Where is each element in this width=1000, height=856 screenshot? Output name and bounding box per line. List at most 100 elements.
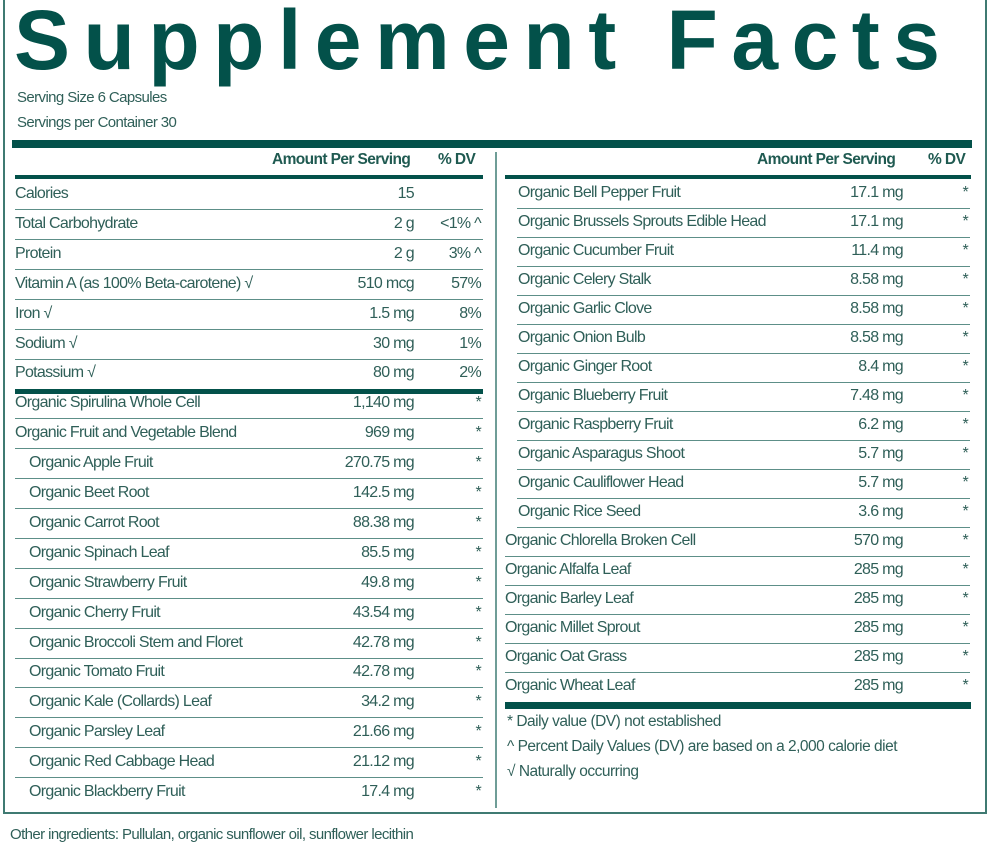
ingredient-name: Organic Ginger Root (518, 358, 652, 375)
ingredient-name: Organic Carrot Root (29, 513, 160, 531)
ingredient-name: Organic Onion Bulb (518, 329, 646, 346)
ingredient-name: Organic Millet Sprout (505, 619, 640, 636)
table-row: Sodium √ 30 mg 1% (15, 331, 483, 360)
amount-per-serving: 8.58 mg (850, 300, 904, 317)
table-row: Organic Blueberry Fruit 7.48 mg * (517, 383, 970, 412)
amount-per-serving: 285 mg (853, 590, 904, 607)
daily-value: * (475, 424, 481, 442)
amount-per-serving: 510 mcg (357, 274, 415, 292)
table-row: Organic Oat Grass 285 mg * (505, 644, 970, 673)
footnote-dv-not-established: * Daily value (DV) not established (507, 713, 721, 730)
table-row: Organic Fruit and Vegetable Blend 969 mg * (15, 420, 483, 450)
amount-per-serving: 5.7 mg (858, 474, 903, 491)
ingredient-name: Organic Asparagus Shoot (518, 445, 685, 462)
ingredient-name: Organic Strawberry Fruit (29, 573, 187, 591)
table-row: Organic Rice Seed 3.6 mg * (517, 499, 970, 528)
amount-per-serving: 142.5 mg (352, 484, 415, 501)
ingredient-name: Organic Raspberry Fruit (518, 416, 673, 433)
table-row: Calories 15 (15, 181, 483, 210)
daily-value: * (962, 213, 968, 230)
daily-value: * (962, 416, 968, 433)
table-row: Organic Red Cabbage Head 21.12 mg * (15, 749, 483, 779)
daily-value: * (475, 603, 481, 621)
ingredient-name: Organic Beet Root (29, 484, 149, 501)
ingredient-name: Organic Rice Seed (518, 503, 641, 520)
amount-per-serving: 1,140 mg (352, 394, 415, 412)
amount-per-serving: 42.78 mg (352, 633, 415, 651)
daily-value: 3% ^ (448, 244, 482, 262)
table-row: Organic Apple Fruit 270.75 mg * (15, 450, 483, 480)
amount-per-serving: 42.78 mg (352, 663, 415, 681)
daily-value: * (962, 532, 968, 549)
table-row: Potassium √ 80 mg 2% (15, 360, 483, 389)
ingredient-name: Total Carbohydrate (15, 214, 138, 232)
table-row: Vitamin A (as 100% Beta-carotene) √ 510 m… (15, 271, 483, 300)
daily-value: 1% (459, 334, 481, 352)
ingredient-name: Organic Garlic Clove (518, 300, 652, 317)
ingredient-name: Organic Barley Leaf (505, 590, 634, 607)
daily-value: * (962, 445, 968, 462)
amount-per-serving: 21.12 mg (352, 753, 415, 771)
table-row: Organic Asparagus Shoot 5.7 mg * (517, 441, 970, 470)
amount-per-serving: 7.48 mg (850, 387, 904, 404)
table-row: Organic Cherry Fruit 43.54 mg * (15, 600, 483, 629)
ingredient-name: Organic Chlorella Broken Cell (505, 532, 696, 549)
amount-per-serving: 43.54 mg (352, 603, 415, 621)
table-row: Organic Brussels Sprouts Edible Head 17.1… (517, 209, 970, 238)
daily-value: * (475, 723, 481, 741)
table-row: Organic Garlic Clove 8.58 mg * (517, 296, 970, 325)
other-ingredients: Other ingredients: Pullulan, organic sun… (10, 826, 414, 843)
servings-per-container: Servings per Container 30 (17, 114, 177, 131)
table-row: Organic Bell Pepper Fruit 17.1 mg * (517, 180, 970, 209)
table-row: Organic Alfalfa Leaf 285 mg * (505, 557, 970, 586)
ingredient-name: Sodium √ (15, 334, 78, 352)
amount-per-serving: 285 mg (853, 677, 904, 694)
ingredient-name: Organic Tomato Fruit (29, 663, 165, 681)
left-dv-header: % DV (438, 151, 476, 168)
amount-per-serving: 8.58 mg (850, 329, 904, 346)
table-row: Organic Spinach Leaf 85.5 mg * (15, 540, 483, 569)
amount-per-serving: 15 (397, 185, 415, 202)
ingredient-name: Organic Cauliflower Head (518, 474, 684, 491)
amount-per-serving: 570 mg (853, 532, 904, 549)
ingredient-name: Organic Celery Stalk (518, 271, 651, 288)
table-row: Iron √ 1.5 mg 8% (15, 301, 483, 330)
table-row: Organic Carrot Root 88.38 mg * (15, 510, 483, 539)
table-row: Organic Barley Leaf 285 mg * (505, 586, 970, 615)
ingredient-name: Organic Broccoli Stem and Floret (29, 633, 243, 651)
daily-value: * (962, 329, 968, 346)
ingredient-name: Organic Spirulina Whole Cell (15, 394, 201, 412)
label-frame (3, 0, 987, 814)
ingredient-name: Organic Bell Pepper Fruit (518, 184, 681, 201)
amount-per-serving: 85.5 mg (361, 543, 415, 561)
amount-per-serving: 17.4 mg (361, 783, 415, 800)
column-divider (495, 152, 497, 808)
ingredient-name: Organic Apple Fruit (29, 454, 153, 472)
page-title: Supplement Facts (14, 0, 954, 87)
ingredient-name: Calories (15, 185, 69, 202)
daily-value: * (962, 590, 968, 607)
daily-value: * (962, 300, 968, 317)
daily-value: * (475, 513, 481, 531)
footnote-naturally-occurring: √ Naturally occurring (507, 763, 639, 780)
amount-per-serving: 80 mg (373, 364, 415, 382)
left-section-rule (15, 389, 483, 394)
amount-per-serving: 49.8 mg (361, 573, 415, 591)
right-amount-header: Amount Per Serving (757, 151, 896, 168)
right-header-rule (505, 175, 971, 179)
amount-per-serving: 17.1 mg (850, 184, 904, 201)
amount-per-serving: 34.2 mg (361, 693, 415, 711)
daily-value: 2% (459, 364, 481, 382)
daily-value: <1% ^ (440, 214, 482, 232)
amount-per-serving: 8.4 mg (858, 358, 903, 375)
daily-value: * (962, 242, 968, 259)
table-row: Organic Broccoli Stem and Floret 42.78 mg… (15, 630, 483, 659)
left-amount-header: Amount Per Serving (272, 151, 411, 168)
ingredient-name: Organic Wheat Leaf (505, 677, 635, 694)
daily-value: * (475, 693, 481, 711)
daily-value: 8% (459, 304, 481, 322)
left-header-rule (15, 175, 483, 179)
daily-value: * (475, 573, 481, 591)
table-row: Organic Kale (Collards) Leaf 34.2 mg * (15, 689, 483, 719)
amount-per-serving: 21.66 mg (352, 723, 415, 741)
